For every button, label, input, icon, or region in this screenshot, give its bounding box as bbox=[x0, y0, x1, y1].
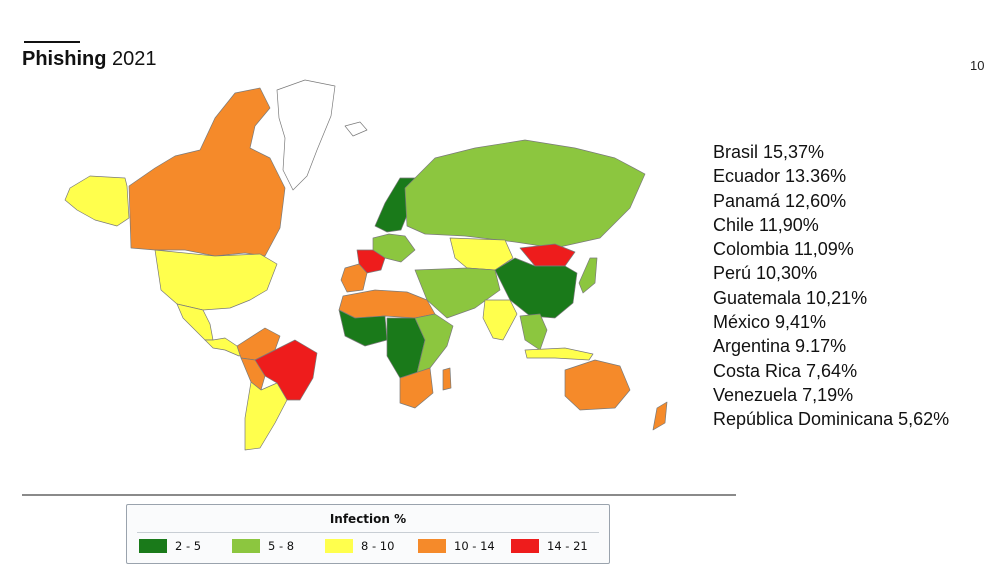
region-australia bbox=[564, 359, 631, 411]
region-argentina-chile bbox=[244, 381, 288, 451]
region-peru bbox=[240, 357, 266, 391]
legend-divider bbox=[137, 532, 599, 533]
legend-swatch bbox=[232, 539, 260, 553]
ranking-item: Perú 10,30% bbox=[713, 263, 818, 284]
legend-swatch bbox=[139, 539, 167, 553]
legend-items: 2 - 5 5 - 8 8 - 10 10 - 14 14 - 21 bbox=[139, 539, 604, 553]
region-brazil bbox=[254, 339, 318, 401]
legend-label: 5 - 8 bbox=[268, 539, 295, 553]
region-greenland bbox=[276, 79, 336, 191]
ranking-item: Venezuela 7,19% bbox=[713, 384, 854, 405]
legend-label: 14 - 21 bbox=[547, 539, 588, 553]
legend-label: 10 - 14 bbox=[454, 539, 495, 553]
legend-swatch bbox=[325, 539, 353, 553]
region-china bbox=[494, 257, 578, 319]
page-number: 10 bbox=[970, 58, 985, 73]
ranking-item: Chile 11,90% bbox=[713, 214, 819, 235]
region-alaska bbox=[64, 175, 130, 227]
title-year: 2021 bbox=[112, 48, 157, 70]
region-iberia bbox=[340, 263, 368, 293]
ranking-item: República Dominicana 5,62% bbox=[713, 409, 950, 430]
region-southern-africa bbox=[399, 367, 434, 409]
region-middle-east bbox=[414, 267, 501, 319]
ranking-item: Brasil 15,37% bbox=[713, 142, 825, 162]
ranking-item: Argentina 9.17% bbox=[713, 336, 847, 357]
bottom-divider bbox=[22, 494, 736, 496]
slide-title: Phishing 2021 bbox=[22, 48, 157, 71]
ranking-item: Colombia 11,09% bbox=[713, 239, 854, 260]
legend-swatch bbox=[418, 539, 446, 553]
region-usa bbox=[154, 249, 278, 311]
region-indonesia bbox=[524, 347, 594, 361]
region-east-africa bbox=[414, 313, 454, 374]
region-madagascar bbox=[442, 367, 452, 391]
legend-label: 2 - 5 bbox=[175, 539, 202, 553]
ranking-item: México 9,41% bbox=[713, 312, 827, 333]
infection-legend: Infection % 2 - 5 5 - 8 8 - 10 10 - 14 1… bbox=[126, 504, 610, 564]
legend-item: 14 - 21 bbox=[511, 539, 604, 553]
region-canada bbox=[128, 87, 286, 257]
ranking-item: Guatemala 10,21% bbox=[713, 287, 868, 308]
ranking-item: Panamá 12,60% bbox=[713, 190, 847, 211]
legend-item: 2 - 5 bbox=[139, 539, 232, 553]
ranking-item: Ecuador 13.36% bbox=[713, 166, 847, 187]
region-mongolia bbox=[519, 243, 576, 267]
region-india bbox=[482, 299, 518, 341]
legend-item: 8 - 10 bbox=[325, 539, 418, 553]
ranking-item: Costa Rica 7,64% bbox=[713, 360, 858, 381]
region-japan bbox=[578, 257, 598, 294]
legend-swatch bbox=[511, 539, 539, 553]
country-ranking-list: Brasil 15,37% Ecuador 13.36% Panamá 12,6… bbox=[713, 140, 949, 432]
legend-item: 10 - 14 bbox=[418, 539, 511, 553]
region-russia bbox=[404, 139, 646, 249]
title-rule bbox=[24, 41, 80, 43]
world-map bbox=[64, 79, 668, 451]
legend-label: 8 - 10 bbox=[361, 539, 395, 553]
region-iceland bbox=[344, 121, 368, 137]
legend-title: Infection % bbox=[329, 512, 407, 526]
region-north-africa bbox=[338, 289, 436, 319]
region-new-zealand bbox=[652, 401, 668, 431]
region-southeast-asia bbox=[519, 313, 548, 351]
title-bold: Phishing bbox=[22, 48, 107, 70]
legend-item: 5 - 8 bbox=[232, 539, 325, 553]
